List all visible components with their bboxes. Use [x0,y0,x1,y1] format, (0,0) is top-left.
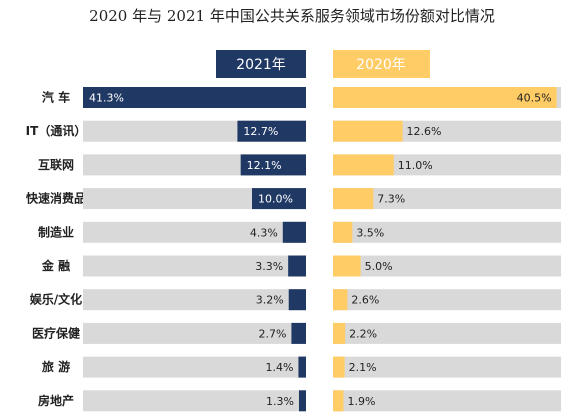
bar-2020 [333,188,374,210]
category-label: 医疗保健 [32,325,81,340]
bar-2020 [333,390,344,412]
value-label-2020: 2.6% [351,294,379,307]
track-2020 [333,188,561,210]
category-label: 娱乐/文化 [30,292,82,307]
value-label-2021: 12.7% [243,125,278,138]
track-2021 [83,188,306,210]
legend-2021: 2021年 [216,50,306,78]
bar-2021 [298,356,306,378]
category-label: IT（通讯） [26,123,87,138]
track-2020 [333,255,561,277]
row-8: 旅 游 1.4% 2.1% [42,356,561,378]
chart-rows: 汽 车 41.3% 40.5% IT（通讯） 12.7% 12.6% 互联网 12.1% 11.… [26,87,561,412]
value-label-2020: 2.1% [349,361,377,374]
row-7: 医疗保健 2.7% 2.2% [32,322,561,344]
category-label: 房地产 [38,393,74,408]
value-label-2021: 2.7% [258,327,286,340]
value-label-2021: 1.3% [266,395,294,408]
value-label-2020: 7.3% [377,193,405,206]
row-3: 快速消费品 10.0% 7.3% [26,188,561,210]
value-label-2020: 12.6% [407,125,442,138]
category-label: 金 融 [41,258,70,273]
bar-2021 [288,289,306,311]
track-2020 [333,390,561,412]
bar-2020 [333,154,394,176]
legend-2021-box [216,50,306,78]
track-2020 [333,289,561,311]
row-1: IT（通讯） 12.7% 12.6% [26,120,561,142]
bar-2021 [252,188,306,210]
value-label-2020: 11.0% [398,159,433,172]
value-label-2020: 3.5% [356,226,384,239]
bar-2021 [237,120,306,142]
bar-2020 [333,289,348,311]
bar-2020 [333,255,361,277]
value-label-2020: 1.9% [347,395,375,408]
value-label-2021: 3.3% [255,260,283,273]
track-2020 [333,356,561,378]
bar-2021 [240,154,306,176]
bar-2020 [333,356,345,378]
bar-2020 [333,87,557,108]
bar-2021 [291,322,306,344]
value-label-2021: 3.2% [256,294,284,307]
track-2021 [83,390,306,412]
row-5: 金 融 3.3% 5.0% [41,255,561,277]
legend-2020: 2020年 [333,50,430,78]
value-label-2021: 12.1% [247,159,282,172]
track-2021 [83,255,306,277]
value-label-2021: 4.3% [250,226,278,239]
row-2: 互联网 12.1% 11.0% [38,154,561,176]
value-label-2020: 40.5% [517,92,552,105]
value-label-2021: 41.3% [89,92,124,105]
category-label: 旅 游 [42,359,70,374]
bar-2021 [282,221,306,243]
track-2020 [333,221,561,243]
chart-title: 2020 年与 2021 年中国公共关系服务领域市场份额对比情况 [89,7,495,25]
value-label-2020: 2.2% [349,327,377,340]
legend-2020-label: 2020年 [356,57,406,73]
category-label: 汽 车 [42,90,70,105]
track-2021 [83,356,306,378]
track-2021 [83,322,306,344]
category-label: 制造业 [38,224,74,239]
row-0: 汽 车 41.3% 40.5% [42,87,561,108]
track-2021 [83,289,306,311]
category-label: 快速消费品 [26,191,86,206]
track-2020 [333,322,561,344]
row-9: 房地产 1.3% 1.9% [38,390,561,412]
value-label-2021: 10.0% [258,193,293,206]
category-label: 互联网 [38,158,74,172]
bar-2020 [333,120,403,142]
bar-2020 [333,322,346,344]
bar-2021 [288,255,306,277]
bar-2021 [83,87,306,108]
track-2021 [83,221,306,243]
legend-2021-label: 2021年 [236,57,286,73]
legend-2020-box [333,50,430,78]
row-4: 制造业 4.3% 3.5% [38,221,561,243]
bar-2021 [298,390,306,412]
value-label-2020: 5.0% [365,260,393,273]
row-6: 娱乐/文化 3.2% 2.6% [30,289,561,311]
value-label-2021: 1.4% [265,361,293,374]
bar-2020 [333,221,353,243]
